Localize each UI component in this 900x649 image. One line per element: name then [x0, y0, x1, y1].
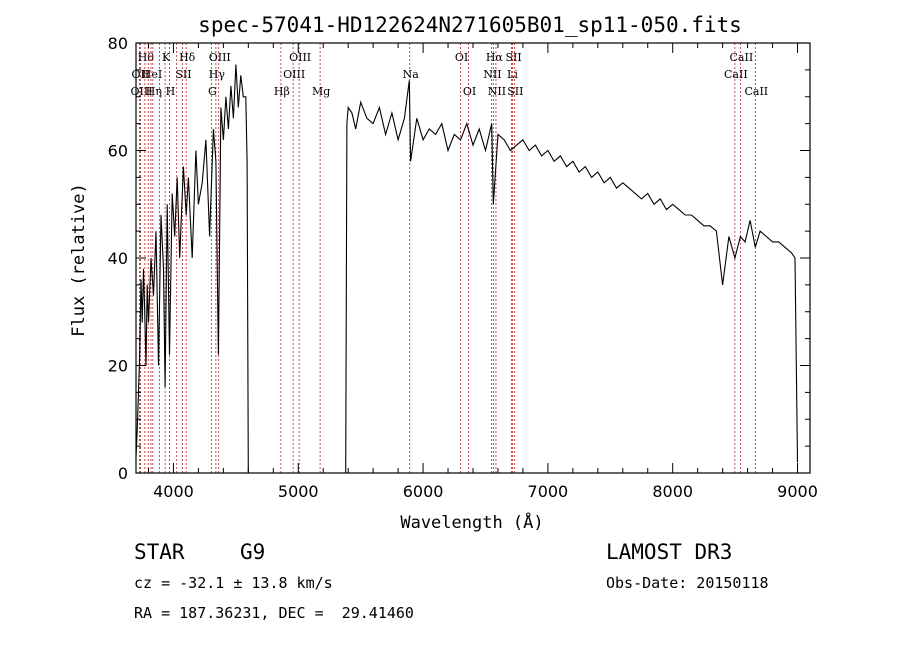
chart-title: spec-57041-HD122624N271605B01_sp11-050.f…	[198, 13, 742, 37]
y-axis-label: Flux (relative)	[69, 183, 89, 337]
spectral-line-label: NII	[488, 85, 506, 98]
spectral-line-label: OIII	[289, 51, 311, 64]
spectral-line-label: CaII	[744, 85, 768, 98]
spectral-line-label: SII	[507, 85, 523, 98]
x-tick-label: 5000	[278, 482, 319, 501]
spectral-line-label: OIII	[209, 51, 231, 64]
spectral-line-label: OI	[455, 51, 468, 64]
spectral-line-label: Na	[403, 68, 420, 81]
object-subclass: G9	[240, 540, 266, 564]
y-tick-label: 60	[108, 142, 128, 161]
redshift-cz: cz = -32.1 ± 13.8 km/s	[134, 574, 333, 592]
observation-date: Obs-Date: 20150118	[606, 574, 769, 592]
x-axis-label: Wavelength (Å)	[400, 511, 543, 533]
spectral-line-label: SII	[175, 68, 191, 81]
spectral-line-label: K	[162, 51, 171, 64]
object-class: STAR	[134, 540, 185, 564]
x-tick-label: 7000	[528, 482, 569, 501]
spectral-line-label: Hα	[486, 51, 504, 64]
spectral-line-label: Hγ	[209, 68, 226, 81]
spectral-line-label: SII	[505, 51, 521, 64]
x-tick-label: 8000	[652, 482, 693, 501]
spectral-line-label: Mg	[312, 85, 330, 98]
spectral-line-label: CaII	[730, 51, 754, 64]
axis-ticks: 4000 5000 6000 7000 8000 9000 0 20 40 60 80	[108, 34, 818, 501]
plot-frame	[135, 42, 811, 474]
x-tick-label: 9000	[777, 482, 818, 501]
spectral-line-label: Hθ	[138, 51, 155, 64]
x-tick-label: 6000	[403, 482, 444, 501]
spectral-line-label: OIII	[283, 68, 305, 81]
x-tick-label: 4000	[153, 482, 194, 501]
spectral-line-label: Hδ	[179, 51, 196, 64]
spectrum-series-line	[135, 64, 799, 474]
survey-name: LAMOST DR3	[606, 540, 733, 564]
spectral-line-label: NII	[483, 68, 501, 81]
spectral-line-label: Hβ	[274, 85, 290, 98]
ra-dec-coordinates: RA = 187.36231, DEC = 29.41460	[134, 604, 414, 622]
spectral-line-label: OI	[463, 85, 476, 98]
spectral-line-label: G	[208, 85, 217, 98]
spectral-line-label: CaII	[724, 68, 748, 81]
y-tick-label: 80	[108, 34, 128, 53]
y-tick-label: 0	[118, 464, 128, 483]
spectral-line-label: HeI	[142, 68, 162, 81]
y-tick-label: 20	[108, 357, 128, 376]
spectral-line-label: Li	[507, 68, 518, 81]
spectral-line-label: Hη	[146, 85, 162, 98]
emission-line-markers: OIIOIIIHθHeIHηKHSIIHδGHγOIIIHβOIIIOIIIMg…	[130, 43, 768, 473]
y-tick-label: 40	[108, 249, 128, 268]
spectral-line-label: H	[166, 85, 176, 98]
